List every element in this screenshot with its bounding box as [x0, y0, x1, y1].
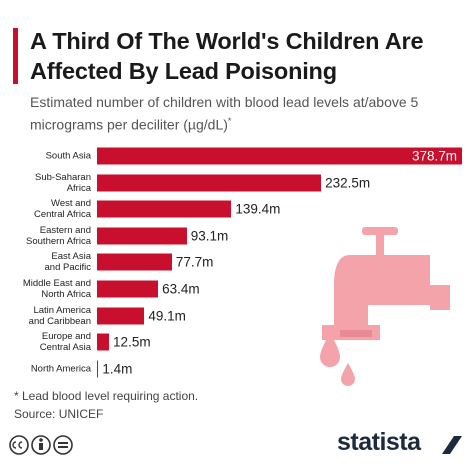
chart-title: A Third Of The World's Children Are Affe… — [30, 28, 424, 84]
value-label: 12.5m — [113, 334, 151, 350]
logo: statista — [337, 428, 421, 456]
source: Source: UNICEF — [14, 407, 104, 421]
logo-icon — [442, 436, 462, 454]
drop — [341, 363, 355, 386]
faucet-body — [322, 255, 450, 340]
chart-subtitle: Estimated number of children with blood … — [30, 93, 430, 135]
footnote: * Lead blood level requiring action. — [14, 389, 199, 403]
license-icons — [9, 435, 73, 455]
bar — [97, 253, 172, 271]
category-label: Latin America and Caribbean — [28, 304, 91, 327]
value-label: 232.5m — [325, 175, 371, 191]
value-label: 378.7m — [412, 148, 458, 164]
value-label: 77.7m — [175, 254, 214, 270]
faucet-illustration — [320, 227, 450, 386]
category-label: Sub-Saharan Africa — [35, 171, 91, 194]
accent-bar — [13, 28, 18, 84]
category-label: Eastern and Southern Africa — [26, 224, 91, 247]
bar — [97, 360, 99, 378]
faucet-stem — [376, 233, 384, 255]
value-label: 139.4m — [235, 201, 281, 217]
faucet-handle — [362, 227, 398, 235]
category-label: North America — [30, 363, 91, 375]
bar — [97, 200, 232, 218]
value-label: 49.1m — [148, 308, 186, 324]
bar — [97, 227, 187, 245]
category-label: Middle East and North Africa — [22, 278, 91, 300]
value-label: 93.1m — [190, 228, 229, 244]
faucet-spout — [340, 330, 372, 337]
category-label: West and Central Africa — [33, 198, 91, 221]
bar — [97, 280, 159, 298]
bar — [97, 307, 145, 325]
category-label: Europe and Central Asia — [39, 331, 91, 354]
value-label: 63.4m — [162, 281, 200, 297]
subtitle-mark: * — [227, 116, 232, 126]
bar — [97, 174, 322, 192]
subtitle-text: Estimated number of children with blood … — [30, 94, 419, 133]
value-label: 1.4m — [102, 361, 133, 377]
bar — [97, 333, 110, 351]
bar — [97, 147, 462, 165]
category-label: South Asia — [45, 150, 91, 162]
category-label: East Asia and Pacific — [44, 251, 91, 274]
drop — [320, 333, 340, 367]
